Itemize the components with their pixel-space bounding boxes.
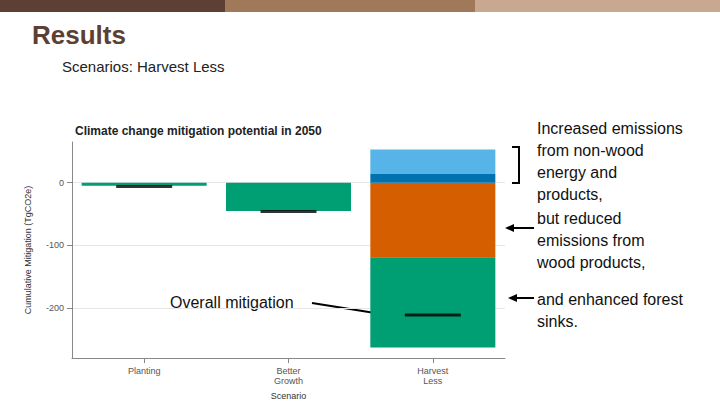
svg-text:0: 0: [59, 178, 64, 188]
svg-text:Planting: Planting: [128, 366, 161, 376]
svg-text:Better: Better: [276, 366, 300, 376]
svg-text:Overall mitigation: Overall mitigation: [170, 294, 294, 311]
svg-text:but reduced: but reduced: [537, 210, 622, 227]
svg-text:Growth: Growth: [274, 376, 303, 386]
svg-text:from non-wood: from non-wood: [537, 142, 644, 159]
svg-text:and enhanced forest: and enhanced forest: [537, 291, 683, 308]
svg-text:products,: products,: [537, 186, 603, 203]
svg-text:-200: -200: [46, 303, 64, 313]
svg-text:Cumulative Mitigation (TgCO2e): Cumulative Mitigation (TgCO2e): [23, 186, 33, 315]
svg-text:Less: Less: [423, 376, 443, 386]
svg-text:emissions from: emissions from: [537, 232, 645, 249]
svg-text:sinks.: sinks.: [537, 313, 578, 330]
svg-text:Scenario: Scenario: [271, 391, 307, 401]
svg-text:Increased emissions: Increased emissions: [537, 120, 683, 137]
svg-text:Harvest: Harvest: [417, 366, 449, 376]
svg-text:-100: -100: [46, 240, 64, 250]
html-text:Scenarios: Harvest Less: Scenarios: Harvest Less: [62, 58, 225, 75]
svg-text:Climate change mitigation pote: Climate change mitigation potential in 2…: [75, 124, 322, 138]
svg-text:wood products,: wood products,: [536, 254, 646, 271]
svg-text:energy and: energy and: [537, 164, 617, 181]
html-text:Results: Results: [32, 20, 126, 50]
